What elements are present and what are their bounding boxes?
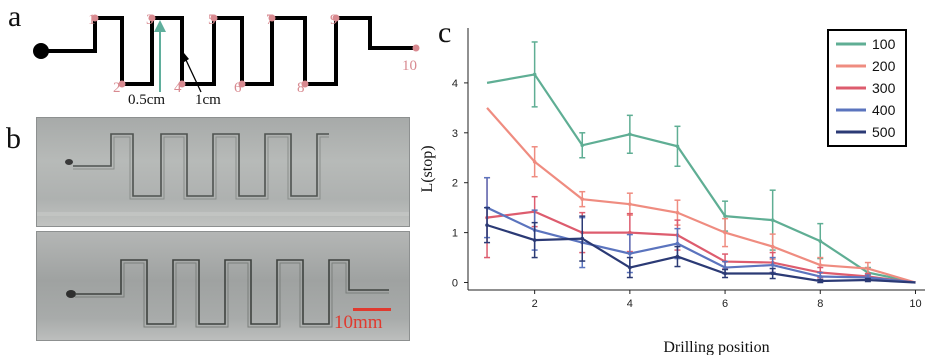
node-label: 7 bbox=[266, 12, 274, 28]
arrow-0-5cm-head bbox=[154, 20, 166, 32]
y-tick-label: 2 bbox=[452, 178, 458, 190]
data-point bbox=[866, 278, 870, 282]
legend-label-500: 500 bbox=[872, 124, 896, 140]
node-label: 8 bbox=[297, 80, 305, 96]
serpentine-path bbox=[42, 16, 416, 86]
node-label: 4 bbox=[174, 80, 182, 96]
legend-label-400: 400 bbox=[872, 102, 896, 118]
data-point bbox=[770, 218, 775, 222]
x-tick-label: 8 bbox=[817, 298, 823, 310]
data-point bbox=[675, 210, 680, 215]
data-point bbox=[675, 144, 680, 149]
y-tick-label: 0 bbox=[452, 278, 458, 290]
node-dot bbox=[210, 14, 218, 22]
data-point bbox=[818, 239, 823, 243]
x-tick-label: 6 bbox=[722, 298, 728, 310]
data-point bbox=[628, 251, 632, 256]
data-point bbox=[675, 254, 680, 259]
node-label: 1 bbox=[88, 12, 96, 28]
data-point bbox=[723, 214, 727, 218]
node-dot bbox=[238, 80, 246, 88]
dim-label-0-5cm: 0.5cm bbox=[128, 92, 165, 108]
data-point bbox=[818, 279, 823, 283]
data-point bbox=[723, 230, 727, 235]
series-line bbox=[486, 73, 916, 284]
node-label: 2 bbox=[113, 80, 121, 96]
data-point bbox=[866, 266, 870, 271]
data-point bbox=[580, 143, 585, 148]
data-point bbox=[532, 159, 537, 164]
series-line bbox=[486, 210, 916, 284]
data-point bbox=[770, 263, 775, 267]
y-axis-title: L(stop) bbox=[419, 145, 436, 192]
series-500 bbox=[484, 206, 916, 284]
series-200 bbox=[486, 107, 916, 284]
x-tick-label: 10 bbox=[909, 298, 921, 310]
legend-label-200: 200 bbox=[872, 58, 896, 74]
y-tick-label: 4 bbox=[452, 78, 458, 90]
node-dot bbox=[412, 44, 420, 52]
node-dot bbox=[148, 14, 156, 22]
data-point bbox=[723, 271, 727, 276]
data-point bbox=[485, 223, 489, 227]
dim-label-1cm: 1cm bbox=[195, 92, 221, 108]
inlet-dot bbox=[33, 43, 49, 59]
data-point bbox=[628, 202, 632, 206]
x-axis-title: Drilling position bbox=[663, 339, 769, 355]
x-tick-label: 4 bbox=[627, 298, 633, 310]
chart-series bbox=[484, 41, 916, 284]
chart-legend: 100 200 300 400 500 bbox=[827, 29, 907, 147]
node-label: 6 bbox=[234, 80, 242, 96]
scale-bar bbox=[353, 308, 391, 311]
node-markers bbox=[91, 14, 420, 88]
node-label: 10 bbox=[402, 58, 417, 74]
data-point bbox=[628, 132, 632, 137]
data-point bbox=[723, 265, 727, 270]
node-label: 5 bbox=[208, 12, 216, 28]
node-dot bbox=[118, 80, 126, 88]
node-dot bbox=[332, 14, 340, 22]
photo-top bbox=[36, 117, 410, 227]
y-tick-label: 1 bbox=[452, 228, 458, 240]
data-point bbox=[770, 271, 775, 276]
panel-a-letter: a bbox=[8, 0, 22, 33]
y-tick-label: 3 bbox=[452, 128, 458, 140]
node-dot bbox=[301, 80, 309, 88]
data-point bbox=[532, 238, 537, 242]
photo-bottom: 10mm bbox=[36, 231, 410, 341]
arrow-1cm bbox=[185, 59, 202, 93]
legend-label-300: 300 bbox=[872, 80, 896, 96]
series-line bbox=[486, 107, 916, 284]
node-label: 3 bbox=[146, 12, 154, 28]
data-point bbox=[628, 230, 632, 235]
photo-bottom-channel bbox=[66, 259, 389, 328]
data-point bbox=[628, 265, 632, 270]
node-dot bbox=[268, 14, 276, 22]
data-point bbox=[770, 244, 775, 249]
legend-label-100: 100 bbox=[872, 36, 896, 52]
panel-b-letter: b bbox=[6, 122, 21, 155]
scale-bar-label: 10mm bbox=[334, 312, 383, 333]
data-point bbox=[580, 236, 585, 241]
panel-c-letter: c bbox=[438, 16, 452, 49]
series-line bbox=[486, 224, 916, 284]
data-point bbox=[532, 72, 537, 77]
data-point bbox=[818, 263, 823, 267]
data-point bbox=[675, 241, 680, 246]
node-dot bbox=[91, 14, 99, 22]
node-label: 9 bbox=[330, 12, 338, 28]
series-line bbox=[486, 206, 916, 284]
photo-top-channel bbox=[37, 133, 409, 216]
arrow-1cm-head bbox=[181, 53, 189, 64]
data-point bbox=[818, 274, 823, 279]
node-dot bbox=[178, 80, 186, 88]
node-labels: 1 2 3 4 5 6 7 8 9 10 bbox=[88, 12, 417, 96]
serpentine-diagram: 1 2 3 4 5 6 7 8 9 10 0.5cm 1cm bbox=[33, 12, 420, 108]
data-point bbox=[580, 197, 585, 201]
x-tick-label: 2 bbox=[532, 298, 538, 310]
